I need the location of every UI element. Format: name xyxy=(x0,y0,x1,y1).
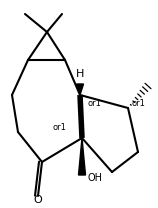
Text: or1: or1 xyxy=(52,124,66,132)
Text: or1: or1 xyxy=(88,99,102,108)
Text: OH: OH xyxy=(88,173,103,183)
Polygon shape xyxy=(79,138,85,175)
Text: H: H xyxy=(76,69,84,79)
Text: O: O xyxy=(34,195,42,205)
Text: or1: or1 xyxy=(132,99,146,109)
Polygon shape xyxy=(76,84,83,95)
